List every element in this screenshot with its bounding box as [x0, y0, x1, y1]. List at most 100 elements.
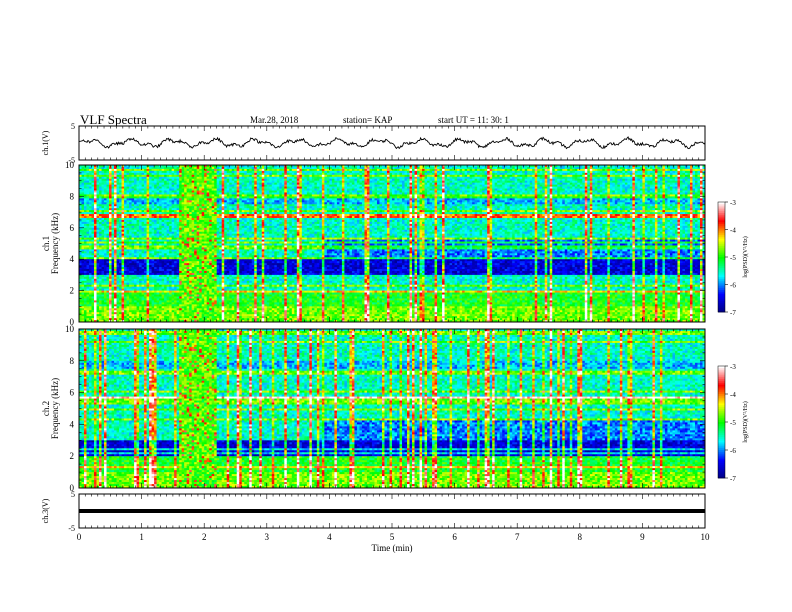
- heatmap-cell: [91, 176, 95, 180]
- heatmap-cell: [94, 198, 97, 201]
- heatmap-cell: [114, 255, 117, 258]
- heatmap-cell: [114, 194, 117, 197]
- heatmap-cell: [114, 182, 117, 186]
- heatmap-cell: [111, 294, 115, 297]
- heatmap-cell: [79, 306, 82, 309]
- heatmap-cell: [114, 223, 117, 227]
- heatmap-cell: [94, 196, 97, 199]
- heatmap-cell: [104, 178, 107, 182]
- heatmap-cell: [91, 170, 95, 174]
- heatmap-cell: [101, 288, 105, 291]
- heatmap-cell: [116, 320, 120, 323]
- heatmap-cell: [81, 202, 85, 205]
- heatmap-cell: [114, 259, 117, 262]
- heatmap-cell: [109, 265, 112, 268]
- heatmap-cell: [81, 296, 85, 299]
- heatmap-cell: [106, 288, 110, 291]
- heatmap-cell: [91, 284, 95, 288]
- heatmap-cell: [89, 278, 92, 282]
- heatmap-cell: [101, 186, 105, 189]
- heatmap-cell: [89, 210, 92, 213]
- heatmap-cell: [89, 261, 92, 264]
- heatmap-cell: [106, 168, 110, 172]
- heatmap-cell: [116, 235, 120, 239]
- heatmap-cell: [79, 174, 82, 178]
- heatmap-cell: [114, 265, 117, 268]
- heatmap-cell: [94, 186, 97, 189]
- heatmap-cell: [86, 172, 90, 176]
- heatmap-cell: [104, 174, 107, 178]
- heatmap-cell: [79, 221, 82, 225]
- heatmap-cell: [101, 276, 105, 280]
- heatmap-cell: [96, 184, 100, 187]
- heatmap-cell: [81, 233, 85, 237]
- heatmap-cell: [106, 184, 110, 187]
- heatmap-cell: [79, 292, 82, 295]
- heatmap-cell: [96, 286, 100, 290]
- heatmap-cell: [104, 223, 107, 227]
- heatmap-cell: [114, 276, 117, 280]
- heatmap-cell: [91, 198, 95, 201]
- heatmap-cell: [99, 170, 102, 174]
- heatmap-cell: [99, 292, 102, 295]
- heatmap-cell: [121, 178, 125, 182]
- heatmap-cell: [91, 184, 95, 187]
- heatmap-cell: [84, 221, 87, 225]
- heatmap-cell: [124, 202, 127, 205]
- heatmap-cell: [91, 216, 95, 219]
- heatmap-cell: [81, 200, 85, 203]
- heatmap-cell: [91, 290, 95, 293]
- heatmap-cell: [104, 284, 107, 288]
- heatmap-cell: [114, 221, 117, 225]
- heatmap-cell: [111, 241, 115, 244]
- heatmap-cell: [99, 284, 102, 288]
- heatmap-cell: [86, 274, 90, 278]
- heatmap-cell: [101, 312, 105, 315]
- heatmap-cell: [81, 292, 85, 295]
- heatmap-cell: [106, 249, 110, 252]
- heatmap-cell: [121, 300, 125, 303]
- heatmap-cell: [94, 225, 97, 229]
- heatmap-cell: [106, 194, 110, 197]
- heatmap-cell: [104, 212, 107, 215]
- heatmap-cell: [99, 272, 102, 276]
- heatmap-cell: [111, 170, 115, 174]
- heatmap-cell: [109, 278, 112, 282]
- heatmap-cell: [99, 269, 102, 272]
- heatmap-cell: [94, 202, 97, 205]
- heatmap-cell: [114, 257, 117, 260]
- heatmap-cell: [89, 212, 92, 215]
- heatmap-cell: [119, 274, 122, 278]
- heatmap-cell: [79, 198, 82, 201]
- heatmap-cell: [114, 186, 117, 189]
- heatmap-cell: [101, 243, 105, 246]
- heatmap-cell: [111, 214, 115, 217]
- heatmap-cell: [94, 259, 97, 262]
- heatmap-cell: [111, 269, 115, 272]
- heatmap-cell: [99, 300, 102, 303]
- heatmap-cell: [119, 280, 122, 284]
- heatmap-cell: [89, 267, 92, 270]
- heatmap-cell: [114, 263, 117, 266]
- heatmap-cell: [89, 251, 92, 254]
- heatmap-cell: [104, 186, 107, 189]
- heatmap-cell: [86, 208, 90, 211]
- heatmap-cell: [86, 316, 90, 319]
- heatmap-cell: [104, 184, 107, 187]
- heatmap-cell: [119, 223, 122, 227]
- heatmap-cell: [84, 186, 87, 189]
- heatmap-cell: [111, 206, 115, 209]
- heatmap-cell: [119, 310, 122, 313]
- heatmap-cell: [111, 259, 115, 262]
- heatmap-cell: [121, 219, 125, 223]
- heatmap-cell: [84, 204, 87, 207]
- heatmap-cell: [119, 212, 122, 215]
- heatmap-cell: [116, 290, 120, 293]
- heatmap-cell: [79, 170, 82, 174]
- heatmap-cell: [109, 219, 112, 223]
- heatmap-cell: [114, 237, 117, 240]
- heatmap-cell: [84, 296, 87, 299]
- heatmap-cell: [94, 257, 97, 260]
- heatmap-cell: [106, 214, 110, 217]
- heatmap-cell: [86, 245, 90, 248]
